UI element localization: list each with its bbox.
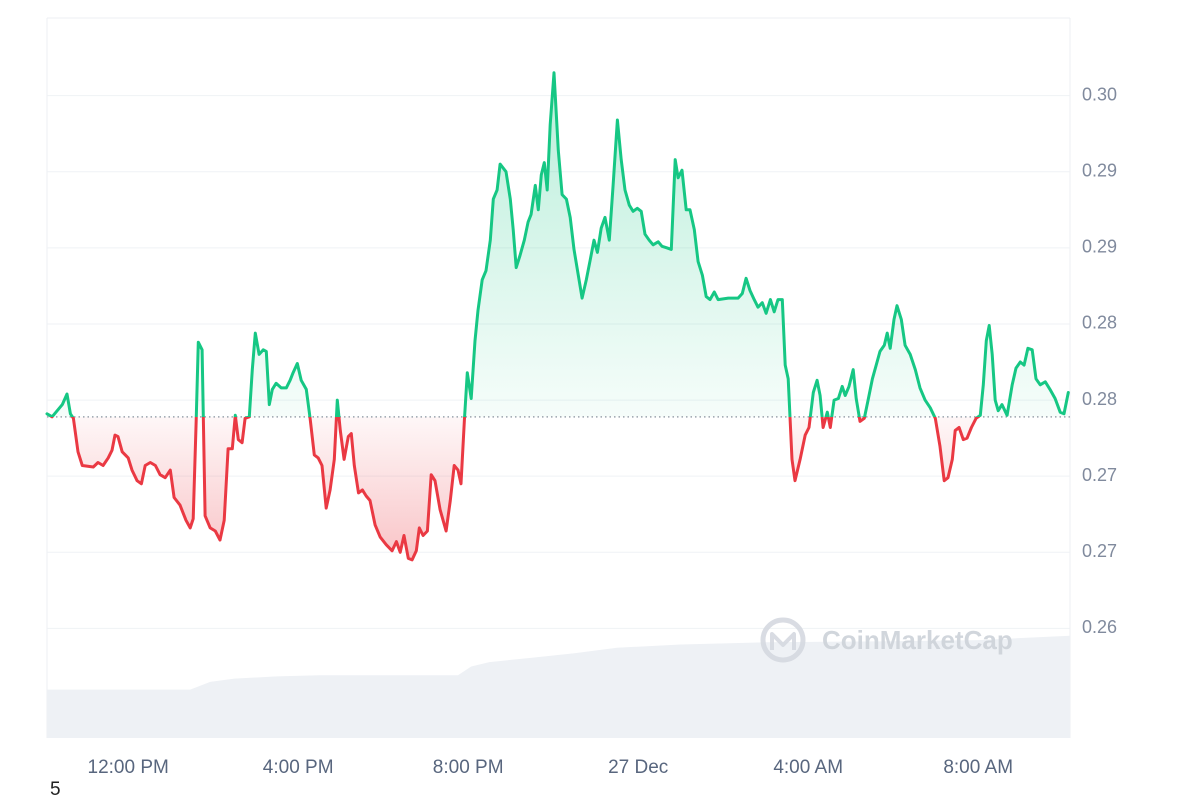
watermark: CoinMarketCap xyxy=(760,617,1013,663)
x-tick-label: 12:00 PM xyxy=(88,757,169,778)
x-tick-label: 8:00 PM xyxy=(433,757,504,778)
watermark-text: CoinMarketCap xyxy=(822,625,1013,655)
x-tick-label: 4:00 PM xyxy=(263,757,334,778)
y-tick-label: 0.26 xyxy=(1082,617,1117,637)
y-tick-label: 0.29 xyxy=(1082,160,1117,180)
y-tick-label: 0.28 xyxy=(1082,313,1117,333)
y-tick-label: 0.28 xyxy=(1082,389,1117,409)
y-tick-label: 0.30 xyxy=(1082,84,1117,104)
watermark-logo-m xyxy=(770,632,796,650)
x-tick-label: 4:00 AM xyxy=(773,757,843,778)
footnote: 5 xyxy=(50,779,61,800)
price-area xyxy=(47,72,1069,560)
y-tick-label: 0.29 xyxy=(1082,237,1117,257)
x-tick-label: 27 Dec xyxy=(608,757,668,778)
volume-area xyxy=(47,635,1070,738)
watermark-logo xyxy=(760,617,806,663)
x-tick-label: 8:00 AM xyxy=(943,757,1013,778)
y-tick-label: 0.27 xyxy=(1082,541,1117,561)
y-tick-label: 0.27 xyxy=(1082,465,1117,485)
price-line xyxy=(45,71,1070,562)
